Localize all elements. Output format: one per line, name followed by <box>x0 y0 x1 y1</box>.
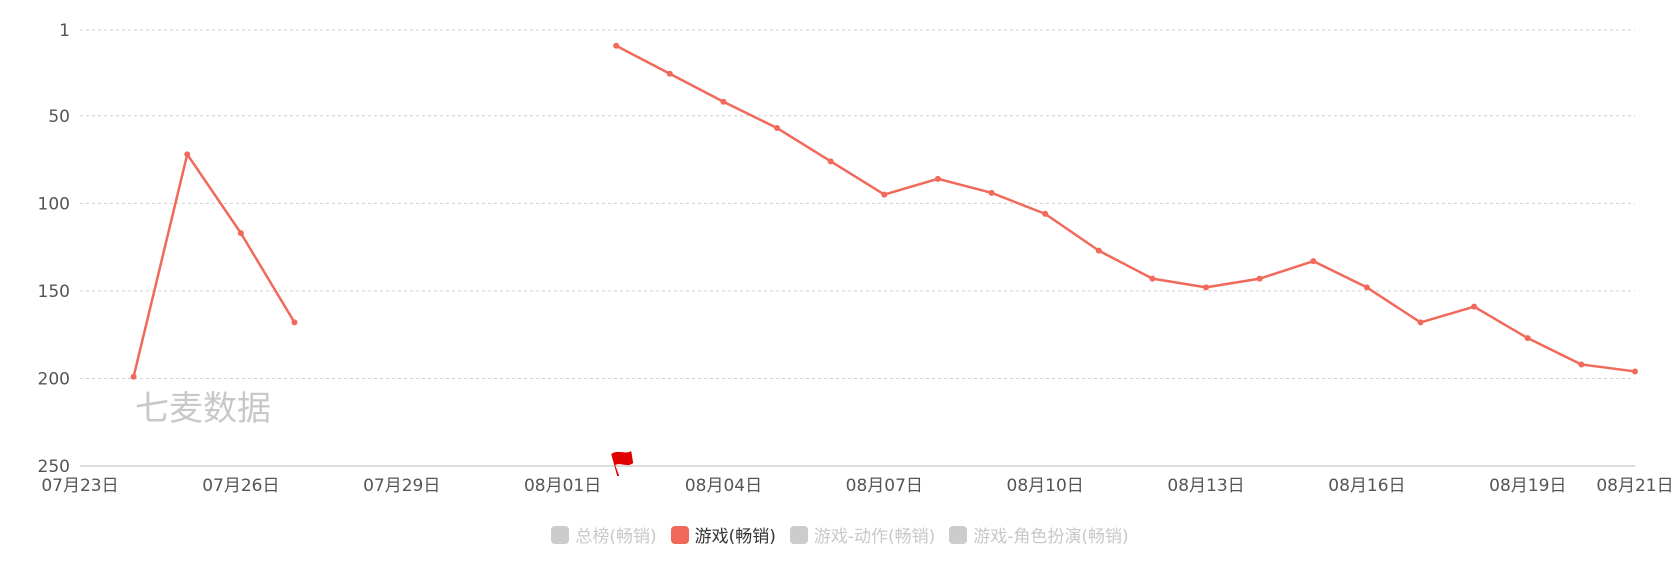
legend-item-games[interactable]: 游戏(畅销) <box>670 522 776 547</box>
y-tick-label: 100 <box>38 194 70 214</box>
legend-label: 游戏-角色扮演(畅销) <box>973 527 1129 547</box>
x-tick-label: 07月29日 <box>363 476 440 496</box>
data-point <box>1256 275 1263 282</box>
data-point <box>1632 368 1638 375</box>
data-point <box>1203 284 1210 291</box>
legend-label: 总榜(畅销) <box>575 527 657 547</box>
legend-swatch <box>670 525 689 544</box>
series-line <box>132 153 296 377</box>
legend: 总榜(畅销) 游戏(畅销) 游戏-动作(畅销) 游戏-角色扮演(畅销) <box>0 522 1680 547</box>
grid-lines <box>80 29 1635 379</box>
data-point <box>1524 335 1531 342</box>
flag-icon <box>611 451 634 476</box>
x-tick-label: 08月07日 <box>846 476 923 496</box>
x-tick-label: 08月13日 <box>1167 476 1244 496</box>
y-tick-label: 200 <box>38 369 70 389</box>
x-tick-label: 08月04日 <box>685 476 762 496</box>
data-point <box>1417 319 1424 326</box>
x-tick-label: 07月26日 <box>202 476 279 496</box>
data-point <box>184 151 191 158</box>
x-tick-label: 08月19日 <box>1489 476 1566 496</box>
legend-swatch <box>789 525 808 544</box>
legend-item-overall[interactable]: 总榜(畅销) <box>551 522 657 547</box>
y-tick-label: 1 <box>59 21 70 41</box>
y-tick-label: 50 <box>48 107 70 127</box>
x-tick-label: 08月10日 <box>1007 476 1084 496</box>
data-point <box>1578 361 1585 368</box>
data-point <box>988 189 995 196</box>
series-points <box>130 42 1638 380</box>
x-tick-label: 08月01日 <box>524 476 601 496</box>
data-point <box>130 373 137 380</box>
legend-label: 游戏-动作(畅销) <box>813 527 936 547</box>
data-point <box>774 125 781 132</box>
data-point <box>1363 284 1370 291</box>
data-point <box>1149 275 1156 282</box>
data-point <box>1095 247 1102 254</box>
x-axis: 07月23日 07月26日 07月29日 08月01日 08月04日 08月07日 08月1… <box>41 465 1674 496</box>
data-point <box>1310 258 1317 265</box>
series-line <box>615 44 1636 373</box>
legend-label: 游戏(畅销) <box>694 527 776 547</box>
flag-marker <box>611 451 634 476</box>
data-point <box>934 175 941 182</box>
data-point <box>613 42 620 49</box>
data-point <box>1042 210 1049 217</box>
x-tick-label: 08月21日 <box>1596 476 1673 496</box>
legend-item-games-rpg[interactable]: 游戏-角色扮演(畅销) <box>949 522 1129 547</box>
data-point <box>666 70 673 77</box>
x-tick-label: 07月23日 <box>41 476 118 496</box>
legend-swatch <box>949 525 968 544</box>
data-point <box>827 158 834 165</box>
legend-item-games-action[interactable]: 游戏-动作(畅销) <box>789 522 936 547</box>
series-lines <box>132 44 1636 377</box>
y-tick-label: 250 <box>38 457 70 477</box>
legend-swatch <box>551 525 570 544</box>
watermark: 七麦数据 <box>135 389 271 429</box>
y-tick-label: 150 <box>38 282 70 302</box>
data-point <box>1471 303 1478 310</box>
data-point <box>881 191 888 198</box>
data-point <box>291 319 298 326</box>
x-tick-label: 08月16日 <box>1328 476 1405 496</box>
data-point <box>720 98 727 105</box>
data-point <box>237 230 244 237</box>
